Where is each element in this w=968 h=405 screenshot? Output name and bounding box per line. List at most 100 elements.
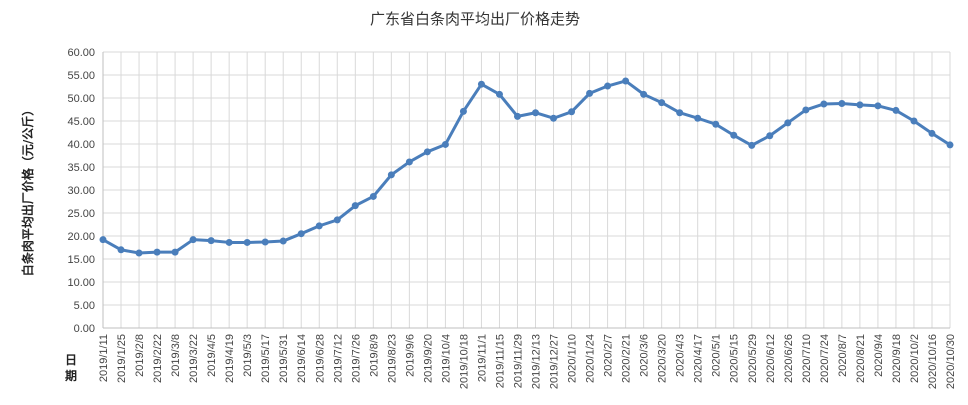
data-point xyxy=(802,106,810,114)
x-tick-label: 2019/10/18 xyxy=(458,334,470,389)
data-point xyxy=(333,216,341,224)
x-tick-label: 2019/12/13 xyxy=(531,334,543,389)
data-point xyxy=(279,237,287,245)
x-tick-label: 2020/9/4 xyxy=(873,334,885,377)
data-point xyxy=(820,100,828,108)
x-axis-title-part1: 日 xyxy=(65,353,77,367)
series-points xyxy=(99,77,954,257)
x-tick-label: 2019/9/6 xyxy=(404,334,416,377)
data-point xyxy=(712,120,720,128)
data-point xyxy=(117,246,125,254)
data-point xyxy=(297,230,305,238)
y-axis-title: 白条肉平均出厂价格（元/公斤） xyxy=(20,104,35,276)
x-tick-label: 2019/7/26 xyxy=(350,334,362,383)
x-tick-label: 2019/2/22 xyxy=(152,334,164,383)
x-tick-label: 2020/10/2 xyxy=(909,334,921,383)
x-tick-label: 2019/6/14 xyxy=(296,334,308,383)
y-tick-label: 55.00 xyxy=(67,70,95,82)
x-tick-label: 2019/11/1 xyxy=(476,334,488,382)
x-tick-label: 2020/2/21 xyxy=(621,334,633,383)
data-point xyxy=(910,117,918,125)
y-tick-label: 50.00 xyxy=(67,93,95,105)
x-tick-label: 2019/4/5 xyxy=(206,334,218,377)
x-tick-label: 2020/2/7 xyxy=(603,334,615,377)
grid-lines xyxy=(102,51,951,329)
data-point xyxy=(586,89,594,97)
data-point xyxy=(694,114,702,122)
data-point xyxy=(315,222,323,230)
data-point xyxy=(513,112,521,120)
x-tick-label: 2020/3/6 xyxy=(639,334,651,377)
x-axis-title-part2: 期 xyxy=(65,368,77,383)
data-point xyxy=(99,236,107,244)
data-point xyxy=(946,141,954,149)
data-point xyxy=(658,99,666,107)
y-tick-label: 5.00 xyxy=(74,300,95,312)
x-tick-label: 2020/5/1 xyxy=(711,334,723,377)
data-point xyxy=(387,171,395,179)
x-tick-label: 2020/10/16 xyxy=(927,334,939,389)
data-point xyxy=(153,248,161,256)
x-tick-label: 2020/5/15 xyxy=(729,334,741,383)
x-tick-label: 2020/4/3 xyxy=(675,334,687,377)
x-tick-label: 2019/3/8 xyxy=(170,334,182,377)
data-point xyxy=(892,106,900,114)
x-tick-label: 2020/6/12 xyxy=(765,334,777,383)
x-tick-label: 2020/8/7 xyxy=(837,334,849,377)
x-tick-label: 2019/11/15 xyxy=(494,334,506,388)
x-tick-label: 2019/1/25 xyxy=(116,334,128,383)
data-point xyxy=(369,192,377,200)
data-point xyxy=(225,238,233,246)
y-tick-label: 20.00 xyxy=(67,231,95,243)
x-tick-label: 2019/12/27 xyxy=(549,334,561,389)
y-tick-label: 15.00 xyxy=(67,254,95,266)
y-tick-label: 40.00 xyxy=(67,139,95,151)
data-point xyxy=(604,82,612,90)
data-point xyxy=(423,148,431,156)
x-tick-label: 2020/10/30 xyxy=(945,334,957,389)
y-tick-label: 60.00 xyxy=(67,47,95,59)
data-point xyxy=(856,101,864,109)
y-tick-label: 25.00 xyxy=(67,208,95,220)
data-point xyxy=(928,129,936,137)
x-tick-label: 2019/7/12 xyxy=(332,334,344,383)
data-point xyxy=(838,100,846,108)
data-point xyxy=(640,90,648,98)
data-point xyxy=(459,107,467,115)
x-tick-label: 2020/1/24 xyxy=(585,334,597,383)
x-tick-label: 2020/3/20 xyxy=(657,334,669,383)
y-axis-ticks: 0.00 5.00 10.00 15.00 20.00 25.00 30.00 35.00 40… xyxy=(67,47,95,335)
x-tick-label: 2019/8/23 xyxy=(386,334,398,383)
data-point xyxy=(477,80,485,88)
data-point xyxy=(622,77,630,85)
x-axis-ticks: 2019/1/11 2019/1/25 2019/2/8 2019/2/22 2019/… xyxy=(98,334,957,389)
data-point xyxy=(189,236,197,244)
data-point xyxy=(135,249,143,257)
y-tick-label: 35.00 xyxy=(67,162,95,174)
x-tick-label: 2020/9/18 xyxy=(891,334,903,383)
data-point xyxy=(171,248,179,256)
chart-title: 广东省白条肉平均出厂价格走势 xyxy=(370,10,580,28)
y-tick-label: 10.00 xyxy=(67,277,95,289)
data-point xyxy=(261,238,269,246)
x-tick-label: 2019/8/9 xyxy=(368,334,380,377)
data-point xyxy=(730,131,738,139)
x-tick-label: 2019/1/11 xyxy=(98,334,110,382)
x-tick-label: 2019/4/19 xyxy=(224,334,236,383)
x-tick-label: 2019/5/3 xyxy=(242,334,254,377)
x-tick-label: 2020/7/24 xyxy=(819,334,831,383)
x-tick-label: 2020/7/10 xyxy=(801,334,813,383)
x-tick-label: 2020/5/29 xyxy=(747,334,759,383)
x-tick-label: 2020/4/17 xyxy=(693,334,705,383)
x-tick-label: 2020/6/26 xyxy=(783,334,795,383)
x-tick-label: 2019/9/20 xyxy=(422,334,434,383)
x-tick-label: 2019/6/28 xyxy=(314,334,326,383)
data-point xyxy=(874,102,882,110)
data-point xyxy=(766,132,774,140)
x-tick-label: 2019/10/4 xyxy=(440,334,452,383)
y-tick-label: 30.00 xyxy=(67,185,95,197)
x-tick-label: 2019/5/17 xyxy=(260,334,272,383)
data-point xyxy=(441,140,449,148)
x-tick-label: 2019/2/8 xyxy=(134,334,146,377)
